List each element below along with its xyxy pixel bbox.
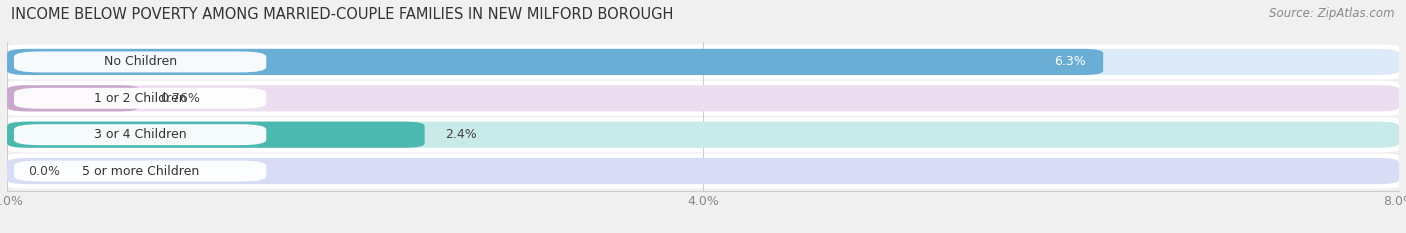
FancyBboxPatch shape (14, 124, 266, 145)
FancyBboxPatch shape (14, 88, 266, 109)
FancyBboxPatch shape (7, 49, 1104, 75)
FancyBboxPatch shape (7, 85, 139, 111)
FancyBboxPatch shape (7, 81, 1399, 116)
Text: No Children: No Children (104, 55, 177, 69)
Text: Source: ZipAtlas.com: Source: ZipAtlas.com (1270, 7, 1395, 20)
FancyBboxPatch shape (7, 154, 1399, 188)
Text: INCOME BELOW POVERTY AMONG MARRIED-COUPLE FAMILIES IN NEW MILFORD BOROUGH: INCOME BELOW POVERTY AMONG MARRIED-COUPL… (11, 7, 673, 22)
Text: 6.3%: 6.3% (1054, 55, 1085, 69)
FancyBboxPatch shape (7, 117, 1399, 152)
Text: 5 or more Children: 5 or more Children (82, 164, 198, 178)
FancyBboxPatch shape (7, 85, 1399, 111)
FancyBboxPatch shape (7, 122, 425, 148)
Text: 2.4%: 2.4% (446, 128, 477, 141)
Text: 3 or 4 Children: 3 or 4 Children (94, 128, 187, 141)
FancyBboxPatch shape (7, 122, 1399, 148)
FancyBboxPatch shape (7, 158, 1399, 184)
FancyBboxPatch shape (7, 49, 1399, 75)
FancyBboxPatch shape (14, 161, 266, 182)
Text: 0.0%: 0.0% (28, 164, 60, 178)
Text: 0.76%: 0.76% (160, 92, 200, 105)
FancyBboxPatch shape (7, 45, 1399, 79)
Text: 1 or 2 Children: 1 or 2 Children (94, 92, 187, 105)
FancyBboxPatch shape (14, 51, 266, 72)
